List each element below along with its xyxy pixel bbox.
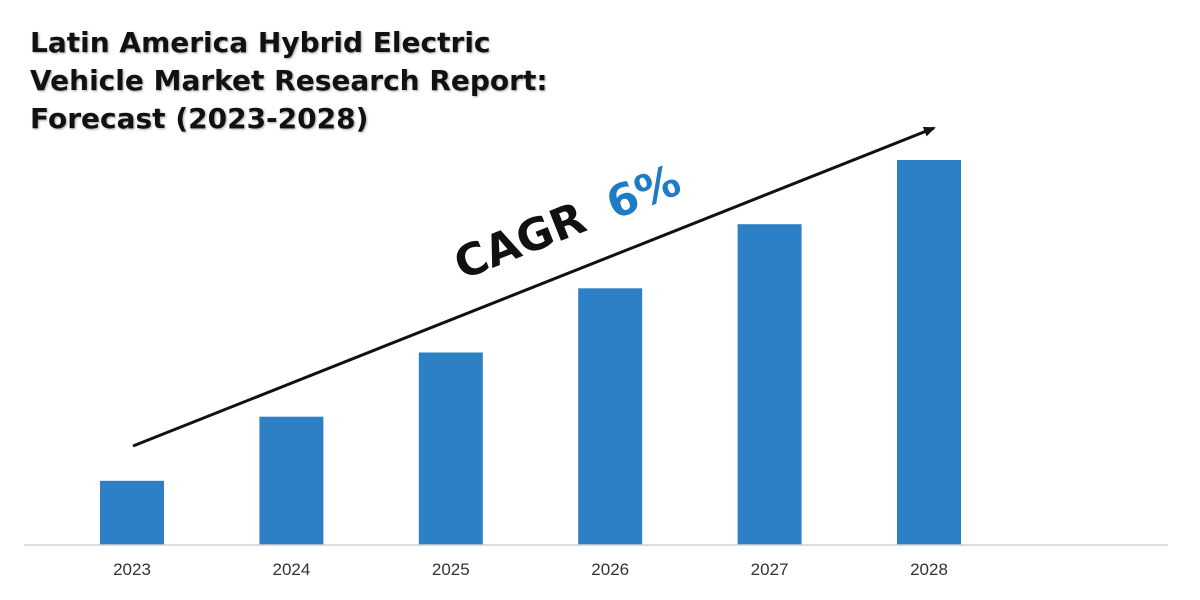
bar-2026 (578, 288, 642, 545)
x-tick-label-2025: 2025 (432, 560, 470, 579)
cagr-label: CAGR (447, 193, 593, 291)
x-tick-label-2027: 2027 (751, 560, 789, 579)
x-tick-label-2023: 2023 (113, 560, 151, 579)
cagr-annotation: CAGR 6% (447, 155, 687, 290)
bar-2027 (738, 224, 802, 545)
bar-2028 (897, 160, 961, 545)
bar-chart: 2023 2024 2025 2026 2027 2028 CAGR 6% (0, 0, 1200, 600)
trend-arrow (133, 128, 934, 446)
x-tick-label-2028: 2028 (910, 560, 948, 579)
bar-2024 (259, 417, 323, 545)
bar-2023 (100, 481, 164, 545)
x-tick-labels: 2023 2024 2025 2026 2027 2028 (113, 560, 948, 579)
x-tick-label-2026: 2026 (591, 560, 629, 579)
bar-2025 (419, 353, 483, 546)
x-tick-label-2024: 2024 (272, 560, 310, 579)
cagr-value: 6% (599, 155, 687, 230)
